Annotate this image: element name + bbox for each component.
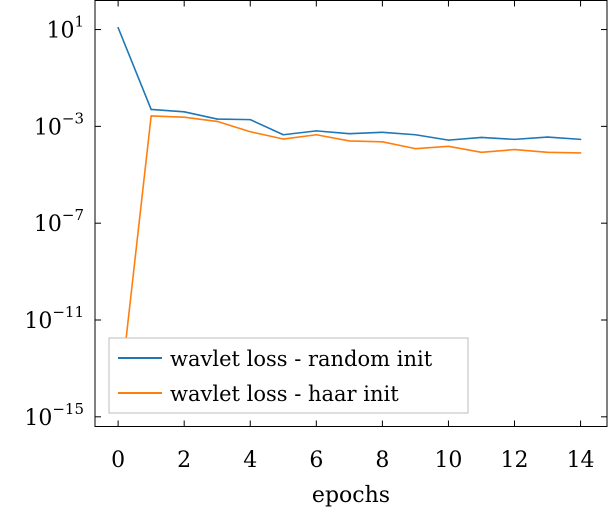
x-tick-label: 14 bbox=[567, 448, 595, 473]
x-tick-label: 8 bbox=[375, 448, 389, 473]
series-lines bbox=[117, 26, 582, 411]
x-tick-label: 4 bbox=[243, 448, 257, 473]
plot-frame bbox=[94, 0, 608, 427]
data-point bbox=[117, 26, 119, 29]
y-tick-label: 101 bbox=[46, 13, 84, 44]
data-point bbox=[249, 118, 252, 121]
x-axis: 0 2 4 6 8 10 12 14 bbox=[111, 0, 595, 473]
y-tick-label: 10−15 bbox=[24, 400, 84, 431]
data-point bbox=[282, 138, 285, 140]
x-tick-label: 2 bbox=[177, 448, 191, 473]
data-point bbox=[282, 133, 285, 136]
data-point bbox=[381, 141, 384, 143]
data-point bbox=[150, 115, 152, 117]
x-tick-label: 0 bbox=[111, 448, 125, 473]
data-point bbox=[150, 108, 152, 111]
data-point bbox=[183, 110, 185, 113]
y-tick-label: 10−11 bbox=[24, 303, 84, 334]
data-point bbox=[546, 151, 549, 154]
data-point bbox=[546, 136, 549, 138]
x-axis-title: epochs bbox=[312, 483, 390, 508]
data-point bbox=[183, 116, 185, 118]
y-tick-label: 10−3 bbox=[34, 109, 84, 140]
x-tick-label: 6 bbox=[309, 448, 323, 473]
x-tick-label: 10 bbox=[434, 448, 462, 473]
data-point bbox=[216, 118, 219, 120]
data-point bbox=[513, 148, 516, 151]
y-tick-label: 10−7 bbox=[34, 206, 84, 237]
data-point bbox=[381, 131, 384, 134]
series-line-random-init bbox=[117, 27, 581, 141]
data-point bbox=[249, 130, 252, 133]
data-point bbox=[513, 138, 516, 141]
data-point bbox=[315, 130, 318, 132]
data-point bbox=[579, 138, 582, 141]
data-point bbox=[414, 147, 417, 150]
legend-box bbox=[108, 337, 469, 414]
data-point bbox=[447, 139, 450, 141]
data-point bbox=[348, 132, 351, 135]
data-point bbox=[480, 136, 483, 139]
data-point bbox=[414, 133, 417, 136]
legend: wavlet loss - random init wavlet loss - … bbox=[108, 337, 469, 414]
x-tick-label: 12 bbox=[501, 448, 529, 473]
legend-label-random-init: wavlet loss - random init bbox=[170, 347, 433, 371]
data-point bbox=[480, 151, 483, 154]
data-point bbox=[216, 120, 219, 123]
data-point bbox=[579, 152, 582, 154]
legend-label-haar-init: wavlet loss - haar init bbox=[170, 382, 399, 406]
y-axis: 101 10−3 10−7 10−11 10−15 bbox=[24, 13, 607, 431]
data-point bbox=[348, 140, 351, 142]
data-point bbox=[447, 145, 450, 148]
data-point bbox=[315, 133, 318, 136]
